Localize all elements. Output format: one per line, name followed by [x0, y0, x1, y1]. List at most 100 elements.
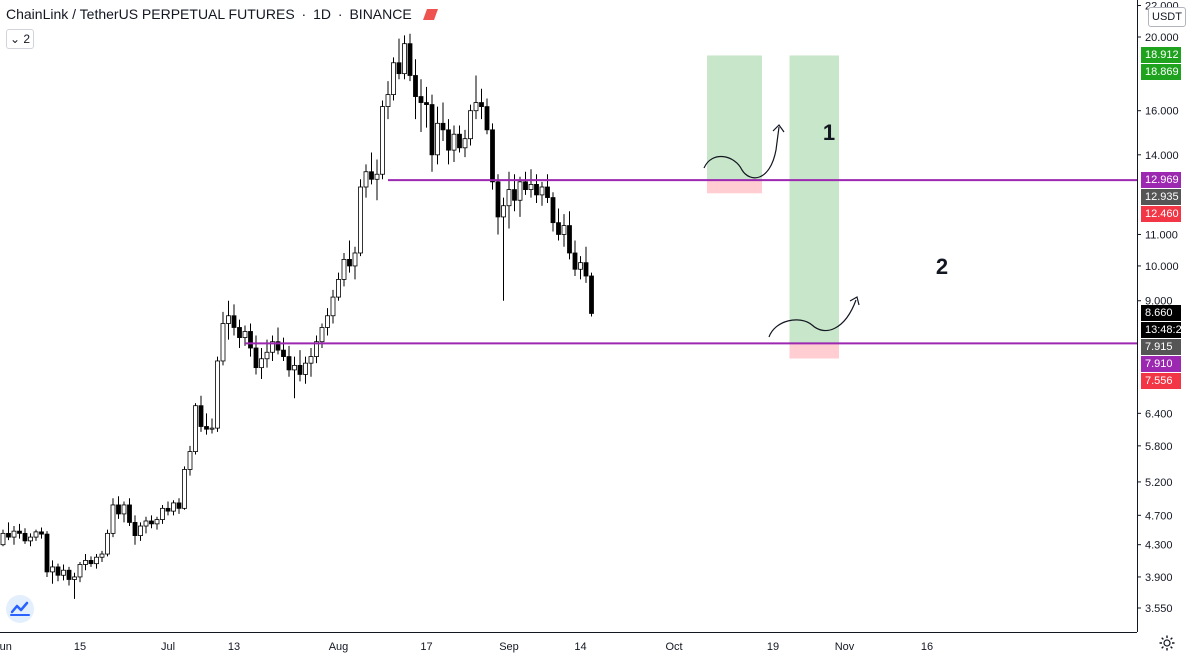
- candle: [61, 564, 66, 581]
- candle: [39, 527, 44, 539]
- candle-body-up: [215, 360, 220, 429]
- candle: [424, 86, 429, 128]
- candle-body-down: [457, 133, 462, 149]
- candle: [209, 418, 215, 434]
- candle-body-up: [121, 504, 127, 515]
- candles: [0, 33, 594, 599]
- candle-body-down: [369, 171, 374, 180]
- candle: [528, 169, 534, 198]
- candle: [215, 356, 220, 432]
- candle-body-up: [270, 341, 275, 353]
- candle-body-up: [99, 553, 105, 558]
- curved-arrow-2-icon: [768, 299, 857, 338]
- candle-body-up: [303, 362, 308, 375]
- candle-body-up: [528, 184, 534, 191]
- candle: [0, 529, 6, 547]
- gear-icon[interactable]: [1158, 634, 1176, 652]
- candle-body-down: [248, 331, 253, 349]
- collapse-count: 2: [23, 32, 31, 46]
- candle-body-up: [451, 133, 457, 151]
- candle-body-down: [484, 106, 490, 131]
- price-tag: 18.912: [1141, 47, 1181, 64]
- candle: [132, 515, 138, 545]
- time-tick-label: Oct: [665, 641, 682, 653]
- candle: [314, 335, 319, 364]
- candle-body-up: [468, 110, 473, 140]
- candle-body-down: [176, 502, 182, 509]
- indicators-collapse-button[interactable]: ⌄ 2: [6, 29, 34, 49]
- candle-body-up: [143, 520, 149, 527]
- candle: [143, 516, 149, 534]
- candle: [253, 335, 259, 375]
- candle-body-down: [556, 222, 561, 235]
- candle: [539, 181, 545, 206]
- candle: [380, 100, 385, 180]
- market-status-icon: [422, 9, 438, 20]
- candle-body-down: [281, 349, 286, 357]
- candle: [110, 498, 116, 538]
- candle: [237, 319, 242, 349]
- candle-body-up: [517, 181, 523, 201]
- currency-button[interactable]: USDT: [1148, 7, 1186, 27]
- candle: [83, 554, 88, 571]
- candle-body-up: [33, 531, 39, 538]
- candle-body-up: [83, 560, 88, 565]
- candle-body-up: [187, 451, 193, 470]
- chart-title-bar: ChainLink / TetherUS PERPETUAL FUTURES ·…: [6, 6, 439, 22]
- price-tick-label: 3.900: [1145, 572, 1173, 584]
- candle: [28, 533, 33, 547]
- candle: [479, 88, 484, 120]
- symbol-name[interactable]: ChainLink / TetherUS PERPETUAL FUTURES: [6, 6, 295, 22]
- candle: [182, 466, 187, 510]
- candle-body-down: [446, 129, 451, 151]
- interval[interactable]: 1D: [313, 6, 332, 22]
- candle: [308, 348, 314, 377]
- candle: [50, 560, 55, 584]
- candle-body-down: [116, 504, 121, 515]
- candle: [462, 129, 468, 158]
- candle-body-down: [479, 102, 484, 107]
- candle: [176, 498, 182, 514]
- candle-body-down: [237, 327, 242, 338]
- candle-body-up: [220, 323, 226, 362]
- level-lines: [245, 179, 1137, 345]
- candle: [22, 528, 28, 544]
- candle-body-up: [435, 122, 440, 156]
- arrow-drawings: [703, 124, 860, 338]
- candle-body-up: [264, 351, 270, 360]
- price-tag: 18.869: [1141, 64, 1181, 81]
- candle: [160, 504, 165, 524]
- candle: [330, 289, 336, 324]
- candle-body-up: [539, 186, 545, 196]
- candle-body-down: [490, 129, 495, 183]
- price-tag: 13:48:27: [1141, 322, 1188, 339]
- profit-zone-2: [789, 55, 839, 344]
- candle-body-down: [523, 181, 528, 191]
- candle: [446, 119, 451, 165]
- candle-body-down: [512, 189, 517, 201]
- candle-body-up: [61, 569, 66, 576]
- candle-body-up: [226, 315, 231, 324]
- candle-body-down: [6, 532, 11, 538]
- candle: [171, 500, 176, 516]
- stop-zone-1: [707, 180, 762, 194]
- candle-body-down: [39, 531, 44, 535]
- candle: [451, 125, 457, 162]
- candle-body-up: [506, 189, 512, 207]
- candle: [561, 214, 567, 247]
- candle-body-up: [259, 358, 264, 369]
- candle: [11, 526, 17, 545]
- time-tick-label: 13: [228, 641, 240, 653]
- candle-body-up: [182, 469, 187, 509]
- candle-body-up: [138, 525, 143, 537]
- candle: [374, 159, 380, 201]
- candle-body-up: [94, 556, 99, 565]
- candle: [457, 125, 462, 153]
- tradingview-logo-icon[interactable]: [6, 595, 34, 623]
- candle: [292, 356, 297, 399]
- candle-body-up: [352, 252, 358, 267]
- title-separator: ·: [301, 6, 307, 22]
- candle-body-down: [132, 522, 138, 537]
- candle: [550, 192, 556, 232]
